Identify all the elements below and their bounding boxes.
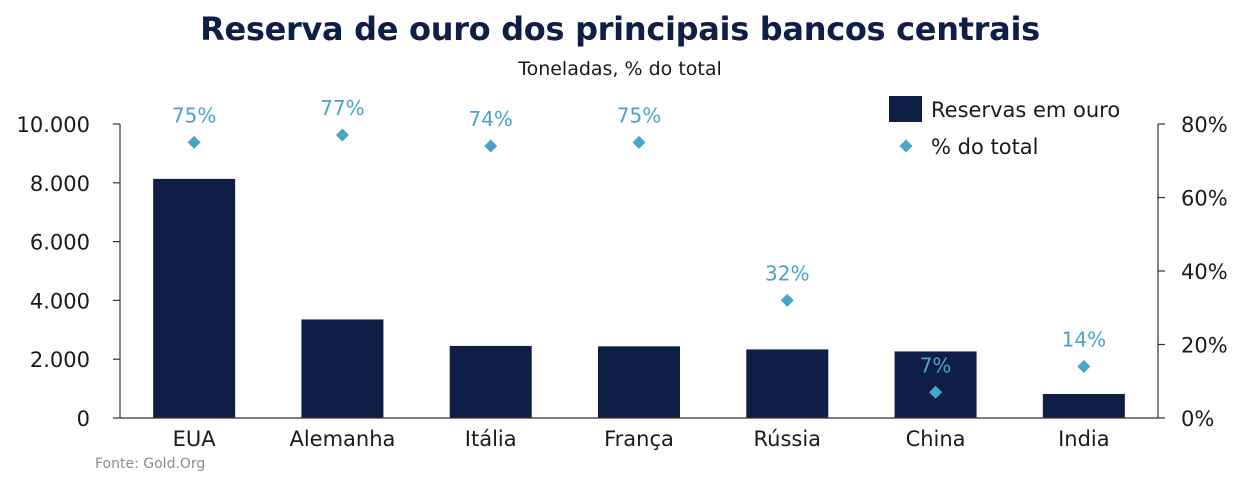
left-tick-label: 4.000	[30, 289, 90, 313]
bar	[894, 351, 977, 418]
percent-marker	[484, 139, 498, 153]
right-tick-label: 40%	[1181, 260, 1228, 284]
left-tick-label: 2.000	[30, 348, 90, 372]
bar	[449, 345, 532, 418]
percent-label: 14%	[1062, 328, 1106, 352]
left-tick-label: 0	[77, 407, 90, 431]
right-tick-label: 80%	[1181, 113, 1228, 137]
category-label: EUA	[173, 427, 217, 451]
right-tick-label: 20%	[1181, 334, 1228, 358]
category-label: China	[906, 427, 966, 451]
right-axis: 0% 20% 40% 60% 80%	[1157, 113, 1228, 431]
right-tick-label: 0%	[1181, 407, 1214, 431]
legend: Reservas em ouro % do total	[889, 96, 1120, 159]
chart-title: Reserva de ouro dos principais bancos ce…	[200, 10, 1040, 48]
bar	[598, 346, 680, 418]
left-tick-label: 6.000	[30, 231, 90, 255]
legend-marker-label: % do total	[931, 135, 1039, 159]
percent-marker	[780, 293, 794, 307]
percent-label: 75%	[617, 103, 661, 127]
percent-marker	[1077, 360, 1091, 374]
legend-bar-label: Reservas em ouro	[931, 98, 1120, 122]
category-label: Rússia	[754, 427, 822, 451]
percent-marker	[187, 135, 201, 149]
percent-marker	[335, 128, 349, 142]
percent-label: 74%	[468, 107, 512, 131]
bar	[1042, 393, 1125, 418]
percent-marker	[929, 385, 943, 399]
percent-series: 75% 77% 74% 75% 32% 7% 14%	[172, 96, 1106, 399]
legend-bar-swatch	[889, 96, 922, 122]
right-tick-label: 60%	[1181, 187, 1228, 211]
bar	[746, 349, 829, 418]
left-tick-label: 10.000	[17, 113, 90, 137]
left-tick-label: 8.000	[30, 172, 90, 196]
percent-label: 7%	[920, 353, 952, 377]
percent-label: 32%	[765, 261, 809, 285]
category-label: India	[1058, 427, 1110, 451]
percent-label: 77%	[320, 96, 364, 120]
category-label: França	[604, 427, 674, 451]
percent-marker	[632, 135, 646, 149]
bar	[153, 178, 236, 418]
bar	[301, 319, 384, 418]
percent-label: 75%	[172, 103, 216, 127]
category-label: Alemanha	[289, 427, 395, 451]
category-label: Itália	[465, 427, 517, 451]
legend-marker-swatch	[899, 139, 913, 153]
x-axis: EUA Alemanha Itália França Rússia China India	[120, 417, 1158, 451]
bar-series	[153, 178, 1125, 418]
chart-subtitle: Toneladas, % do total	[518, 58, 722, 80]
left-axis: 0 2.000 4.000 6.000 8.000 10.000	[17, 113, 121, 431]
source-note: Fonte: Gold.Org	[95, 456, 206, 472]
